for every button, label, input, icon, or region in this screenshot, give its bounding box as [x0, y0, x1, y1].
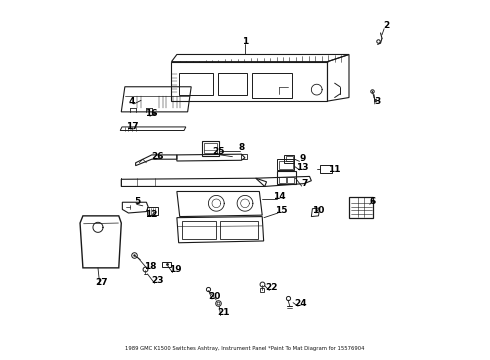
Bar [287, 177, 294, 183]
Text: 14: 14 [273, 192, 285, 201]
Bar [279, 161, 293, 168]
Text: 25: 25 [212, 147, 224, 156]
Text: 6: 6 [369, 197, 375, 206]
Text: 22: 22 [266, 283, 278, 292]
Text: 16: 16 [146, 109, 158, 118]
Bar [320, 165, 332, 173]
Bar [279, 177, 286, 183]
Text: 15: 15 [274, 206, 287, 215]
Text: 2: 2 [384, 21, 390, 30]
Bar [204, 143, 217, 153]
Text: 4: 4 [129, 96, 135, 105]
Text: 1: 1 [242, 37, 248, 46]
Bar [218, 73, 247, 95]
Text: 10: 10 [312, 206, 325, 215]
Bar [285, 155, 294, 163]
Text: 9: 9 [299, 154, 306, 163]
Bar [349, 197, 373, 218]
Text: 18: 18 [144, 262, 156, 271]
Bar [220, 221, 258, 239]
Text: 8: 8 [238, 143, 245, 152]
Bar [179, 73, 213, 95]
Text: 19: 19 [169, 265, 181, 274]
Text: 27: 27 [95, 278, 108, 287]
Text: 5: 5 [134, 197, 141, 206]
Text: 13: 13 [296, 163, 309, 172]
Text: 17: 17 [126, 122, 138, 131]
Bar [202, 140, 219, 156]
Text: 1989 GMC K1500 Switches Ashtray, Instrument Panel *Paint To Mat Diagram for 1557: 1989 GMC K1500 Switches Ashtray, Instrum… [125, 346, 365, 351]
Text: 11: 11 [328, 165, 341, 174]
Bar [286, 156, 293, 161]
Text: 20: 20 [208, 292, 220, 301]
Bar [277, 171, 296, 184]
Bar [241, 154, 247, 159]
Text: 23: 23 [151, 276, 163, 285]
Bar [277, 159, 294, 170]
Bar [182, 221, 216, 239]
Text: 7: 7 [301, 179, 307, 188]
Text: 21: 21 [217, 308, 230, 317]
Text: 3: 3 [374, 96, 381, 105]
Text: 24: 24 [294, 299, 307, 308]
Bar [147, 207, 158, 215]
Text: 12: 12 [146, 210, 158, 219]
Bar [252, 73, 292, 98]
Text: 26: 26 [151, 152, 163, 161]
